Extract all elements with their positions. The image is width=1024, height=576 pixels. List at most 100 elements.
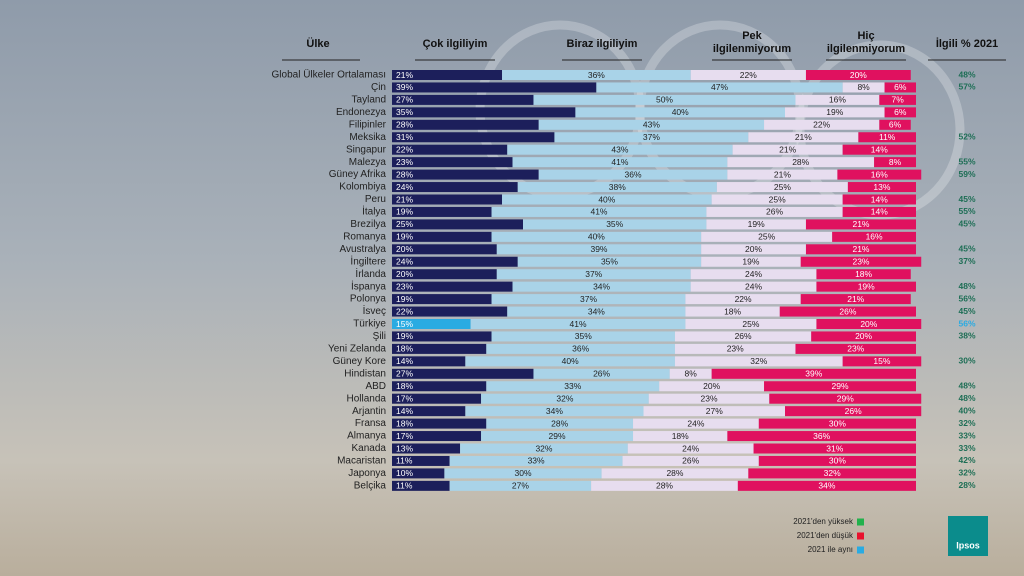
bar-segment [460, 443, 628, 454]
bar-segment [685, 306, 780, 317]
bar-segment [392, 70, 503, 80]
category-label: Belçika [354, 480, 387, 491]
data-label: 40% [562, 356, 579, 366]
data-label: 30% [829, 418, 846, 428]
category-label: Arjantin [352, 406, 386, 417]
data-label: 32% [824, 468, 841, 478]
bar-segment [486, 418, 634, 429]
ilgili-2021-label: 40% [958, 405, 975, 415]
category-label: Güney Kore [333, 356, 387, 367]
logo-box [948, 516, 988, 556]
bar-segment [748, 132, 859, 143]
bar-segment [805, 70, 911, 80]
data-label: 41% [611, 157, 628, 167]
category-label: Singapur [346, 144, 387, 155]
data-label: 25% [758, 232, 775, 242]
data-label: 17% [396, 393, 413, 403]
bar-segment [633, 431, 728, 442]
bar-segment [879, 119, 911, 130]
bar-segment [392, 256, 518, 267]
ilgili-2021-label: 48% [958, 393, 975, 403]
bar-segment [633, 418, 759, 429]
bar-segment [392, 381, 487, 392]
category-label: Tayland [352, 95, 386, 106]
bar-segment [622, 455, 759, 466]
bar-segment [491, 331, 675, 342]
bar-segment [392, 431, 482, 442]
category-label: ABD [365, 381, 386, 392]
bar-segment [701, 231, 833, 242]
data-label: 29% [549, 431, 566, 441]
category-label: Fransa [355, 418, 387, 429]
bar-segment [392, 219, 523, 230]
bar-segment [517, 182, 717, 193]
data-label: 8% [889, 157, 902, 167]
data-label: 15% [396, 319, 413, 329]
ilgili-2021-label: 38% [958, 331, 975, 341]
data-label: 19% [396, 331, 413, 341]
legend-swatch [857, 518, 864, 526]
data-label: 23% [701, 393, 718, 403]
category-label: Avustralya [339, 244, 386, 255]
category-label: Malezya [349, 157, 387, 168]
ilgili-2021-label: 48% [958, 69, 975, 79]
data-label: 23% [396, 157, 413, 167]
data-label: 19% [742, 257, 759, 267]
category-label: Filipinler [349, 119, 387, 130]
data-label: 21% [774, 169, 791, 179]
bar-segment [392, 356, 466, 367]
data-label: 36% [625, 169, 642, 179]
data-label: 40% [672, 107, 689, 117]
data-label: 24% [396, 182, 413, 192]
bar-segment [685, 319, 817, 329]
data-label: 37% [643, 132, 660, 142]
bar-segment [507, 306, 686, 317]
bar-segment [392, 244, 497, 255]
bar-segment [669, 368, 712, 379]
data-label: 43% [643, 120, 660, 130]
ilgili-2021-label: 57% [958, 82, 975, 92]
bar-segment [643, 406, 785, 417]
data-label: 36% [588, 70, 605, 80]
ilgili-2021-label: 42% [958, 455, 975, 465]
data-label: 37% [580, 294, 597, 304]
legend-swatch [857, 546, 864, 554]
data-label: 26% [593, 369, 610, 379]
data-label: 40% [588, 232, 605, 242]
data-label: 18% [396, 418, 413, 428]
data-label: 23% [396, 281, 413, 291]
data-label: 30% [829, 456, 846, 466]
bar-segment [444, 468, 602, 479]
data-label: 50% [656, 95, 673, 105]
bar-segment [690, 269, 817, 280]
bar-segment [392, 281, 513, 292]
data-label: 18% [724, 306, 741, 316]
bar-segment [811, 331, 916, 342]
data-label: 28% [666, 468, 683, 478]
data-label: 11% [879, 132, 896, 142]
bar-segment [486, 381, 660, 392]
ilgili-2021-label: 30% [958, 356, 975, 366]
category-label: Endonezya [336, 107, 386, 118]
data-label: 25% [742, 319, 759, 329]
data-label: 26% [845, 406, 862, 416]
bar-segment [884, 107, 916, 118]
bar-segment [392, 132, 555, 143]
bar-segment [465, 356, 675, 367]
bar-segment [392, 107, 576, 118]
data-label: 22% [396, 306, 413, 316]
bar-segment [842, 206, 916, 217]
data-label: 31% [826, 443, 843, 453]
bar-segment [764, 119, 880, 130]
bar-segment [727, 157, 875, 168]
ilgili-2021-label: 48% [958, 381, 975, 391]
bar-segment [842, 194, 916, 205]
category-label: Kolombiya [339, 182, 386, 193]
data-label: 16% [829, 95, 846, 105]
bar-segment [392, 306, 508, 317]
bar-segment [716, 182, 848, 193]
category-label: Global Ülkeler Ortalaması [272, 69, 386, 81]
data-label: 20% [855, 331, 872, 341]
data-label: 47% [711, 82, 728, 92]
